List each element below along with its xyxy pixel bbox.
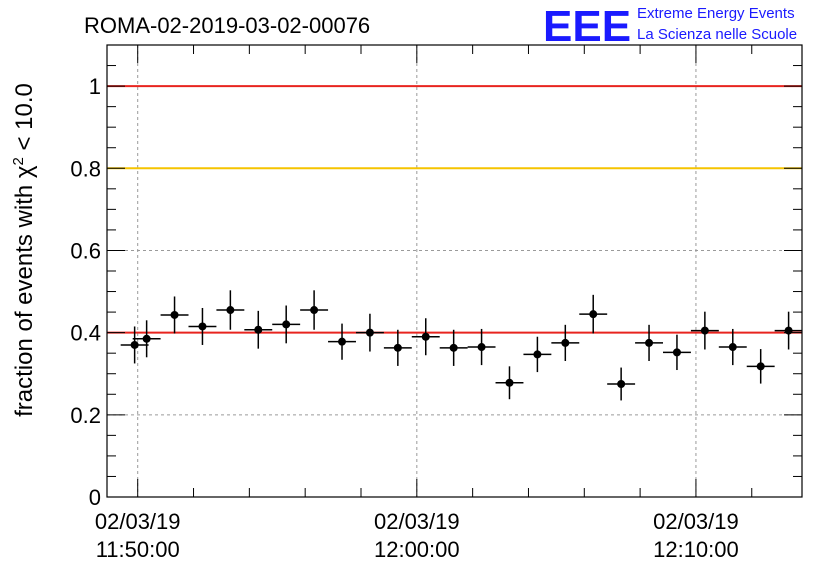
y-axis-ticks: 0 0.2 0.4 0.6 0.8 1 (70, 44, 802, 510)
eee-logo: EEE Extreme Energy Events La Scienza nel… (543, 2, 797, 51)
point-marker (617, 380, 626, 388)
point-marker (421, 332, 430, 341)
data-point (411, 318, 440, 356)
point-marker (226, 306, 235, 315)
y-tick-label: 0.6 (70, 238, 101, 263)
data-point (383, 329, 412, 366)
y-tick-label: 1 (89, 74, 101, 99)
data-point (774, 311, 802, 350)
point-marker (505, 378, 514, 387)
point-marker (393, 343, 402, 352)
data-point (551, 324, 580, 361)
logo-line2: La Scienza nelle Scuole (637, 26, 797, 43)
data-point (188, 307, 217, 345)
y-tick-label: 0.4 (70, 321, 101, 346)
y-tick-label: 0.8 (70, 156, 101, 181)
point-marker (589, 310, 598, 319)
reference-lines (107, 85, 802, 334)
point-marker (310, 306, 319, 315)
data-point (635, 324, 663, 361)
x-tick-date: 02/03/19 (95, 509, 181, 534)
y-axis-label-tail: < 10.0 (11, 83, 38, 157)
point-marker (254, 325, 263, 334)
y-axis-label-sup: 2 (10, 157, 27, 165)
data-point (272, 305, 301, 344)
data-point (216, 290, 245, 330)
logo-line1: Extreme Energy Events (637, 5, 795, 22)
data-point (355, 313, 384, 352)
point-marker (645, 338, 654, 347)
y-axis-label-main: fraction of events with χ (11, 165, 38, 417)
x-tick-time: 12:10:00 (653, 537, 739, 562)
plot-frame (106, 44, 803, 498)
data-point (607, 367, 636, 401)
point-marker (477, 343, 486, 352)
point-marker (170, 310, 179, 319)
data-point (579, 294, 608, 334)
logo-mark: EEE (543, 2, 631, 51)
x-axis-ticks: 02/03/19 11:50:00 02/03/19 12:00:00 02/03/19… (95, 45, 753, 562)
point-marker (142, 334, 151, 343)
data-point (328, 323, 356, 360)
y-tick-label: 0.2 (70, 403, 101, 428)
point-marker (198, 322, 207, 331)
point-marker (672, 348, 681, 357)
data-point (690, 311, 719, 350)
data-point (132, 320, 161, 358)
data-point (467, 328, 496, 366)
y-tick-label: 0 (89, 485, 101, 510)
data-point (663, 334, 691, 371)
point-marker (784, 326, 793, 335)
chart-title: ROMA-02-2019-03-02-00076 (84, 13, 370, 38)
point-marker (533, 350, 542, 359)
data-point (244, 310, 273, 349)
data-point (495, 366, 524, 400)
point-marker (338, 337, 347, 346)
point-marker (700, 326, 709, 335)
data-points (120, 290, 802, 401)
grid (107, 45, 802, 497)
point-marker (130, 340, 139, 349)
x-tick-time: 11:50:00 (96, 537, 180, 562)
data-point (120, 326, 149, 364)
point-marker (365, 328, 374, 337)
data-point (718, 328, 747, 366)
x-tick-date: 02/03/19 (653, 509, 739, 534)
point-marker (728, 343, 737, 352)
point-marker (756, 362, 765, 371)
point-marker (282, 320, 291, 329)
y-axis-label: fraction of events with χ2 < 10.0 (10, 83, 38, 417)
x-tick-time: 12:00:00 (374, 537, 460, 562)
data-point (746, 349, 775, 384)
data-point (300, 290, 329, 330)
x-tick-date: 02/03/19 (374, 509, 460, 534)
point-marker (449, 343, 458, 352)
point-marker (561, 338, 570, 347)
data-point (439, 329, 468, 366)
data-point (160, 296, 189, 334)
data-point (523, 336, 552, 373)
